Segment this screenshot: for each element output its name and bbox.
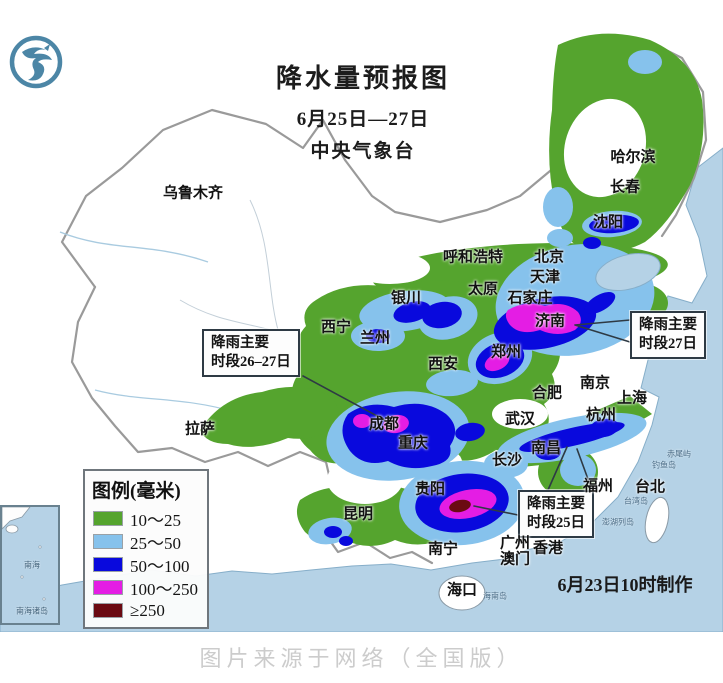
legend-row-250plus: ≥250 [85, 599, 207, 622]
map-graphic [0, 33, 723, 632]
inset-sea-label: 南海 [24, 560, 40, 570]
map-title-block: 降水量预报图 6月25日—27日 中央气象台 [233, 58, 493, 163]
legend-swatch-250plus [93, 603, 123, 618]
city-label: 济南 [534, 312, 566, 330]
city-label: 南宁 [427, 540, 459, 558]
city-label: 石家庄 [507, 289, 553, 307]
city-label: 郑州 [490, 343, 522, 361]
city-label: 乌鲁木齐 [162, 184, 224, 202]
agency-name: 中央气象台 [310, 141, 416, 162]
city-label: 澳门 [499, 550, 531, 568]
legend-swatch-100-250 [93, 580, 123, 595]
hainan-island [438, 575, 486, 611]
city-label: 拉萨 [184, 420, 216, 438]
city-label: 西宁 [320, 318, 352, 336]
city-label: 北京 [533, 248, 565, 266]
callout-rain-period-26-27: 降雨主要 时段26–27日 [202, 329, 300, 377]
callout-rain-period-25: 降雨主要 时段25日 [518, 490, 594, 538]
city-label: 武汉 [504, 410, 536, 428]
city-label: 昆明 [342, 505, 374, 523]
city-label: 杭州 [585, 406, 617, 424]
city-label: 合肥 [531, 384, 563, 402]
bohai-sea [595, 252, 661, 292]
city-label: 天津 [529, 268, 561, 286]
sea-label: 海南岛 [483, 591, 507, 601]
legend-box: 图例(毫米) 10～25 25～50 50～100 100～250 ≥250 [83, 469, 209, 629]
city-label: 沈阳 [592, 213, 624, 231]
islands [438, 496, 670, 611]
image-source-caption: 图片来源于网络（全国版） [199, 646, 524, 671]
annotation-pointer-lines [302, 319, 631, 516]
legend-title: 图例(毫米) [92, 481, 181, 502]
city-label: 太原 [467, 280, 499, 298]
city-label: 西安 [427, 355, 459, 373]
city-label: 银川 [390, 289, 422, 307]
city-label: 呼和浩特 [442, 248, 504, 266]
city-label: 福州 [582, 477, 614, 495]
city-label: 重庆 [397, 434, 429, 452]
city-label: 长沙 [491, 451, 523, 469]
city-label: 广州 [499, 534, 531, 552]
city-label: 成都 [368, 415, 400, 433]
callout-rain-period-27: 降雨主要 时段27日 [630, 311, 706, 359]
legend-swatch-10-25 [93, 511, 123, 526]
cma-dragon-logo [9, 35, 63, 89]
rain-zone-250plus [449, 499, 471, 513]
legend-row-10-25: 10～25 [85, 507, 207, 530]
city-label: 南昌 [530, 439, 562, 457]
city-label: 海口 [446, 581, 478, 599]
inset-graphic [2, 507, 46, 601]
city-label: 香港 [532, 539, 564, 557]
south-china-sea-inset: 南海 南海诸岛 [0, 505, 60, 625]
taiwan-island [644, 496, 670, 544]
legend-row-100-250: 100～250 [85, 576, 207, 599]
china-weather-map: 降水量预报图 6月25日—27日 中央气象台 降雨主要 时段26–27日 降雨主… [0, 33, 723, 632]
city-label: 南京 [579, 374, 611, 392]
city-label: 台北 [634, 478, 666, 496]
sea-label: 台湾岛 [624, 496, 648, 506]
production-time: 6月23日10时制作 [557, 575, 693, 595]
sea-label: 澎湖列岛 [602, 517, 634, 527]
city-label: 兰州 [359, 329, 391, 347]
sea-label: 赤尾屿 [667, 449, 691, 459]
legend-row-25-50: 25～50 [85, 530, 207, 553]
forecast-dates: 6月25日—27日 [296, 109, 430, 130]
legend-swatch-25-50 [93, 534, 123, 549]
city-label: 贵阳 [414, 480, 446, 498]
legend-swatch-50-100 [93, 557, 123, 572]
inset-islands-label: 南海诸岛 [16, 606, 48, 616]
city-label: 哈尔滨 [610, 148, 656, 166]
map-title: 降水量预报图 [275, 64, 450, 93]
city-label: 长春 [609, 178, 641, 196]
city-label: 上海 [616, 389, 648, 407]
legend-row-50-100: 50～100 [85, 553, 207, 576]
sea-label: 钓鱼岛 [652, 460, 676, 470]
